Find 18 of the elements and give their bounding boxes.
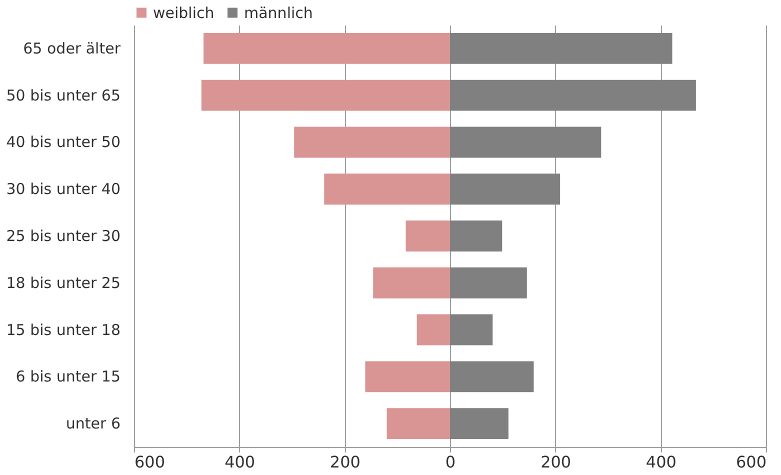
legend-label: männlich bbox=[244, 4, 313, 22]
x-tick-label: 0 bbox=[445, 452, 456, 472]
y-tick-label: 50 bis unter 65 bbox=[6, 86, 120, 104]
y-tick-label: 18 bis unter 25 bbox=[6, 274, 120, 292]
y-tick-label: 25 bis unter 30 bbox=[6, 227, 120, 245]
x-tick-label: 400 bbox=[646, 452, 676, 472]
x-tick-label: 200 bbox=[330, 452, 360, 472]
x-tick-label: 400 bbox=[224, 452, 256, 472]
x-tick-label: 600 bbox=[134, 452, 166, 472]
y-tick-label: unter 6 bbox=[66, 414, 120, 433]
y-tick-label: 30 bis unter 40 bbox=[6, 180, 120, 198]
y-tick-label: 40 bis unter 50 bbox=[6, 133, 120, 152]
legend-label: weiblich bbox=[153, 4, 214, 22]
y-tick-label: 65 oder älter bbox=[23, 39, 122, 58]
x-tick-label: 600 bbox=[736, 452, 766, 472]
y-tick-label: 15 bis unter 18 bbox=[6, 320, 120, 339]
x-tick-label: 200 bbox=[540, 452, 572, 472]
y-tick-label: 6 bis unter 15 bbox=[16, 368, 120, 386]
